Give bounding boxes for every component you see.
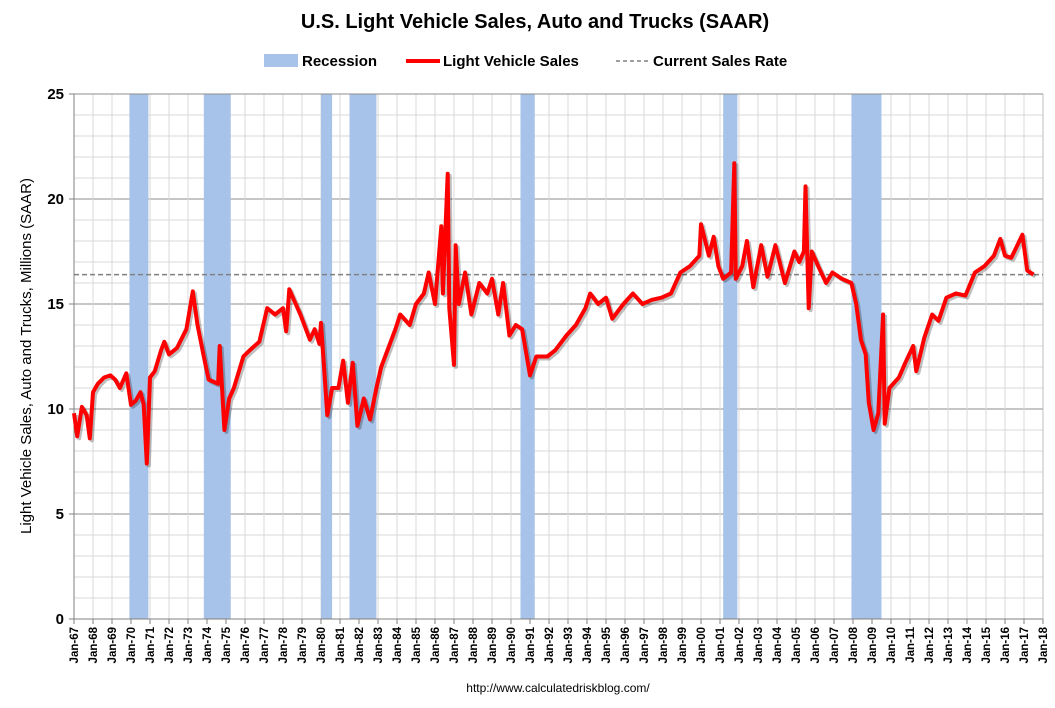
x-tick-label: Jan-04: [772, 626, 784, 663]
x-tick-label: Jan-74: [202, 626, 214, 663]
x-tick-label: Jan-14: [962, 626, 974, 663]
recession-band: [321, 94, 333, 619]
x-tick-label: Jan-85: [411, 626, 423, 663]
x-tick-label: Jan-01: [715, 626, 727, 663]
legend: Recession Light Vehicle Sales Current Sa…: [264, 53, 787, 70]
chart-title: U.S. Light Vehicle Sales, Auto and Truck…: [301, 11, 769, 33]
x-tick-label: Jan-91: [525, 626, 537, 663]
x-tick-label: Jan-78: [278, 626, 290, 663]
x-tick-label: Jan-16: [1000, 627, 1012, 663]
x-tick-label: Jan-15: [981, 626, 993, 663]
x-tick-label: Jan-84: [392, 626, 404, 663]
x-tick-label: Jan-87: [449, 627, 461, 663]
x-tick-label: Jan-73: [183, 627, 195, 663]
x-tick-label: Jan-05: [791, 626, 803, 663]
x-tick-label: Jan-93: [563, 627, 575, 663]
x-tick-label: Jan-69: [107, 627, 119, 663]
y-tick-label: 15: [47, 296, 64, 313]
x-tick-label: Jan-89: [487, 627, 499, 663]
axes: [69, 93, 1044, 624]
x-tick-label: Jan-77: [259, 627, 271, 663]
sales-line: [72, 161, 1035, 466]
x-tick-label: Jan-82: [354, 627, 366, 663]
legend-label-recession: Recession: [302, 53, 377, 70]
x-tick-label: Jan-79: [297, 627, 309, 663]
x-tick-label: Jan-08: [848, 626, 860, 663]
x-tick-label: Jan-98: [658, 626, 670, 663]
x-tick-label: Jan-99: [677, 627, 689, 663]
legend-label-current: Current Sales Rate: [653, 53, 787, 70]
x-tick-label: Jan-81: [335, 626, 347, 663]
y-tick-label: 25: [47, 86, 64, 103]
x-tick-label: Jan-03: [753, 627, 765, 663]
x-tick-label: Jan-67: [69, 627, 81, 663]
x-tick-label: Jan-80: [316, 627, 328, 663]
x-tick-label: Jan-86: [430, 627, 442, 663]
recession-band: [349, 94, 377, 619]
source-url[interactable]: http://www.calculatedriskblog.com/: [466, 681, 650, 695]
y-tick-label: 20: [47, 191, 64, 208]
x-tick-label: Jan-00: [696, 627, 708, 663]
y-axis-label: Light Vehicle Sales, Auto and Trucks, Mi…: [18, 178, 35, 534]
x-tick-label: Jan-71: [145, 626, 157, 663]
x-tick-label: Jan-09: [867, 627, 879, 663]
x-tick-label: Jan-10: [886, 627, 898, 663]
x-tick-label: Jan-96: [620, 627, 632, 663]
y-tick-label: 10: [47, 401, 64, 418]
x-tick-label: Jan-12: [924, 627, 936, 663]
x-tick-label: Jan-94: [582, 626, 594, 663]
legend-swatch-recession: [264, 54, 298, 67]
x-tick-label: Jan-13: [943, 627, 955, 663]
x-tick-label: Jan-97: [639, 627, 651, 663]
x-tick-label: Jan-18: [1038, 626, 1050, 663]
x-tick-label: Jan-83: [373, 627, 385, 663]
x-tick-label: Jan-02: [734, 627, 746, 663]
recession-band: [129, 94, 149, 619]
recession-bands: [129, 94, 882, 619]
x-tick-label: Jan-95: [601, 626, 613, 663]
y-tick-labels: 0 5 10 15 20 25: [47, 86, 64, 628]
x-tick-label: Jan-68: [88, 626, 100, 663]
x-tick-label: Jan-75: [221, 626, 233, 663]
y-tick-label: 5: [56, 506, 64, 523]
x-tick-label: Jan-76: [240, 627, 252, 663]
x-tick-label: Jan-17: [1019, 627, 1031, 663]
y-tick-label: 0: [56, 611, 64, 628]
x-tick-label: Jan-70: [126, 627, 138, 663]
x-tick-label: Jan-11: [905, 626, 917, 662]
legend-label-sales: Light Vehicle Sales: [443, 53, 579, 70]
x-tick-label: Jan-72: [164, 627, 176, 663]
x-tick-label: Jan-90: [506, 627, 518, 663]
x-tick-label: Jan-07: [829, 627, 841, 663]
x-tick-label: Jan-06: [810, 627, 822, 663]
x-tick-labels: Jan-67 Jan-68 Jan-69 Jan-70 Jan-71 Jan-72 Jan-…: [69, 626, 1050, 663]
x-tick-label: Jan-92: [544, 627, 556, 663]
x-tick-label: Jan-88: [468, 626, 480, 663]
